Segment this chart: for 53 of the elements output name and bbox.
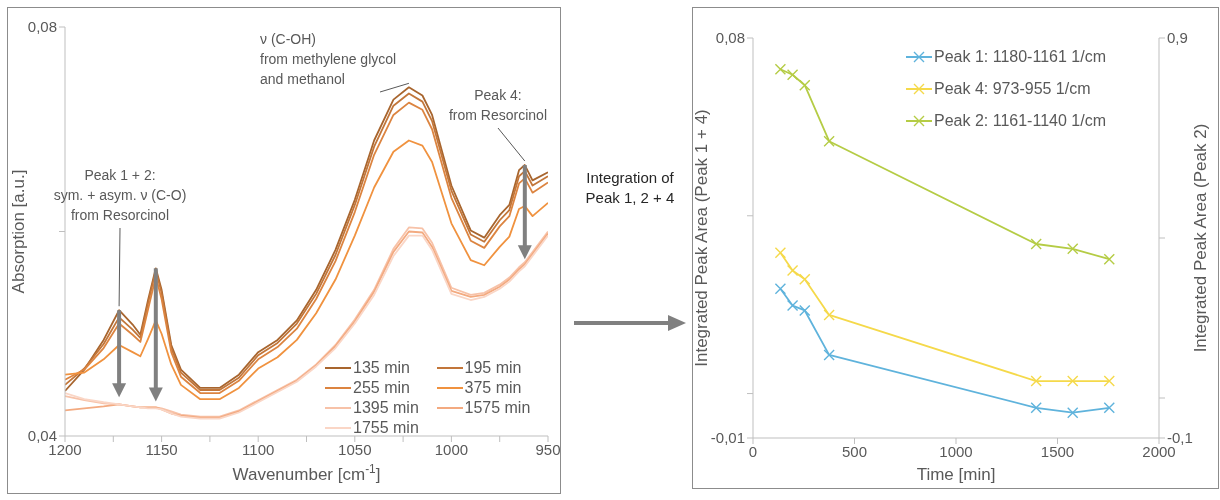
legend-label: 1755 min <box>353 419 419 437</box>
annotation: Peak 4: from Resorcinol <box>448 87 548 123</box>
point <box>1103 375 1115 387</box>
x-tick-label: 500 <box>841 442 868 460</box>
legend-label: 375 min <box>464 379 522 397</box>
y-axis-title: Integrated Peak Area (Peak 1 + 4) <box>692 109 711 367</box>
legend-label: Peak 1: 1180-1161 1/cm <box>934 48 1106 66</box>
y-tick-label: 0,08 <box>27 18 57 36</box>
point <box>799 304 811 317</box>
x-axis-title: Time [min] <box>916 465 996 484</box>
y2-axis-title: Integrated Peak Area (Peak 2) <box>1191 123 1210 353</box>
point <box>823 349 835 361</box>
x-tick-label: 950 <box>535 440 561 458</box>
point <box>823 309 835 321</box>
legend-label: 135 min <box>353 359 410 377</box>
point <box>786 299 799 312</box>
legend-label: Peak 4: 973-955 1/cm <box>934 80 1091 98</box>
x-axis-title: Wavenumber [cm$^{-1}$] <box>232 462 381 484</box>
annotation: Peak 1 + 2: sym. + asym. ν (C-O) from Resorcinol <box>53 167 187 223</box>
point <box>1030 375 1042 387</box>
point <box>799 79 811 91</box>
x-tick-label: 1150 <box>145 440 178 458</box>
point <box>786 69 799 81</box>
point <box>1103 253 1115 265</box>
legend-label: 1395 min <box>353 399 419 417</box>
point <box>1030 238 1042 250</box>
point <box>1067 406 1079 419</box>
x-tick-label: 1050 <box>338 440 372 458</box>
x-tick-label: 1000 <box>939 442 973 460</box>
point <box>1030 402 1042 414</box>
y2-tick-label: 0,9 <box>1167 29 1188 47</box>
point <box>786 264 799 277</box>
point <box>799 273 811 286</box>
point <box>774 63 787 75</box>
y-tick-label: 0,08 <box>715 29 745 47</box>
legend-label: 1575 min <box>464 399 531 417</box>
legend-label: 195 min <box>464 359 522 377</box>
legend-label: 255 min <box>353 379 410 397</box>
x-tick-label: 0 <box>748 442 758 460</box>
x-tick-label: 1000 <box>434 440 469 458</box>
point <box>774 282 787 295</box>
y-tick-label: -0,01 <box>710 429 745 447</box>
x-tick-label: 1500 <box>1040 442 1075 460</box>
x-tick-label: 1100 <box>242 440 275 458</box>
y-axis-title: Absorption [a.u.] <box>9 169 28 294</box>
point <box>1067 243 1079 255</box>
point <box>1067 375 1079 387</box>
annotation: ν (C-OH) from methylene glycol and methanol <box>260 31 397 87</box>
point <box>1103 402 1115 414</box>
point <box>823 135 835 147</box>
point <box>774 246 787 259</box>
legend-label: Peak 2: 1161-1140 1/cm <box>934 112 1106 130</box>
text: Integration of Peak 1, 2 + 4 <box>585 169 675 206</box>
